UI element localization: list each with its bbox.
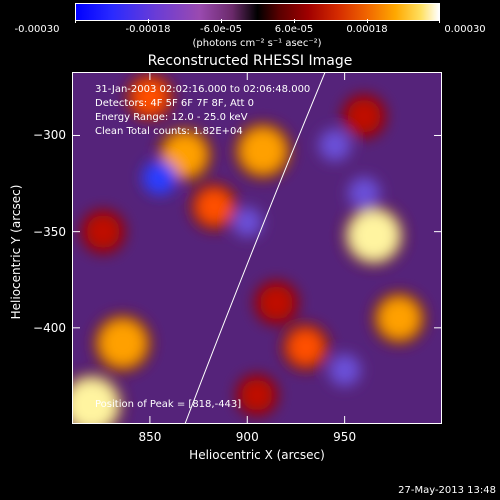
heatmap-hot-spot <box>86 215 120 249</box>
annotation-time: 31-Jan-2003 02:02:16.000 to 02:06:48.000 <box>95 84 310 95</box>
heatmap-plot: 31-Jan-2003 02:02:16.000 to 02:06:48.000… <box>72 72 442 424</box>
heatmap-cold-spot <box>232 207 263 237</box>
plot-frame <box>72 72 442 424</box>
solar-limb-curve <box>184 72 326 424</box>
annotation-energy: Energy Range: 12.0 - 25.0 keV <box>95 112 248 123</box>
x-tick-label: 950 <box>333 430 357 444</box>
x-tick-label: 850 <box>138 430 162 444</box>
colorbar-tick-label: -6.0e-05 <box>200 24 242 35</box>
annotation-clean: Clean Total counts: 1.82E+04 <box>95 126 243 137</box>
heatmap-hot-spot <box>260 286 293 320</box>
colorbar-tickmark <box>75 19 76 23</box>
annotation-peak: Position of Peak = [818,-443] <box>95 399 241 410</box>
y-tick-label: −350 <box>33 224 66 239</box>
x-axis-label: Heliocentric X (arcsec) <box>189 448 325 462</box>
heatmap-hot-spot <box>241 379 273 411</box>
heatmap-hot-spot <box>131 79 168 116</box>
y-tick-label: −300 <box>33 128 66 143</box>
y-tick-label: −400 <box>33 320 66 335</box>
colorbar-tick-label: -0.00030 <box>14 24 60 35</box>
heatmap-cold-spot <box>142 160 177 195</box>
colorbar-gradient <box>75 3 440 21</box>
heatmap-hot-spot <box>240 128 286 174</box>
colorbar-tickmark <box>148 19 149 23</box>
y-axis-label: Heliocentric Y (arcsec) <box>9 184 23 320</box>
heatmap-hot-spot <box>72 378 118 424</box>
colorbar-tickmark <box>294 19 295 23</box>
footer-timestamp: 27-May-2013 13:48 <box>398 485 496 496</box>
colorbar-tick-label: -0.00018 <box>125 24 171 35</box>
heatmap-hot-spot <box>196 188 233 225</box>
colorbar-tick-label: 0.00030 <box>444 24 486 35</box>
x-tick-label: 900 <box>235 430 259 444</box>
annotation-detectors: Detectors: 4F 5F 6F 7F 8F, Att 0 <box>95 98 254 109</box>
colorbar-units: (photons cm⁻² s⁻¹ asec⁻²) <box>192 38 322 49</box>
heatmap-hot-spot <box>378 297 420 339</box>
heatmap-spots <box>72 73 426 424</box>
heatmap-hot-spot <box>348 210 399 261</box>
chart-title: Reconstructed RHESSI Image <box>147 53 353 69</box>
colorbar-tickmark <box>439 19 440 23</box>
colorbar <box>75 3 440 21</box>
heatmap-hot-spot <box>163 132 207 177</box>
heatmap-cold-spot <box>348 177 381 210</box>
axis-ticks <box>72 72 442 424</box>
heatmap-hot-spot <box>99 319 146 367</box>
heatmap-cold-spot <box>318 129 351 162</box>
colorbar-tick-label: 0.00018 <box>346 24 388 35</box>
colorbar-tickmark <box>367 19 368 23</box>
colorbar-tick-label: 6.0e-05 <box>274 24 314 35</box>
heatmap-hot-spot <box>347 99 381 133</box>
colorbar-tickmark <box>221 19 222 23</box>
heatmap-cold-spot <box>328 354 361 387</box>
heatmap-hot-spot <box>287 329 324 366</box>
